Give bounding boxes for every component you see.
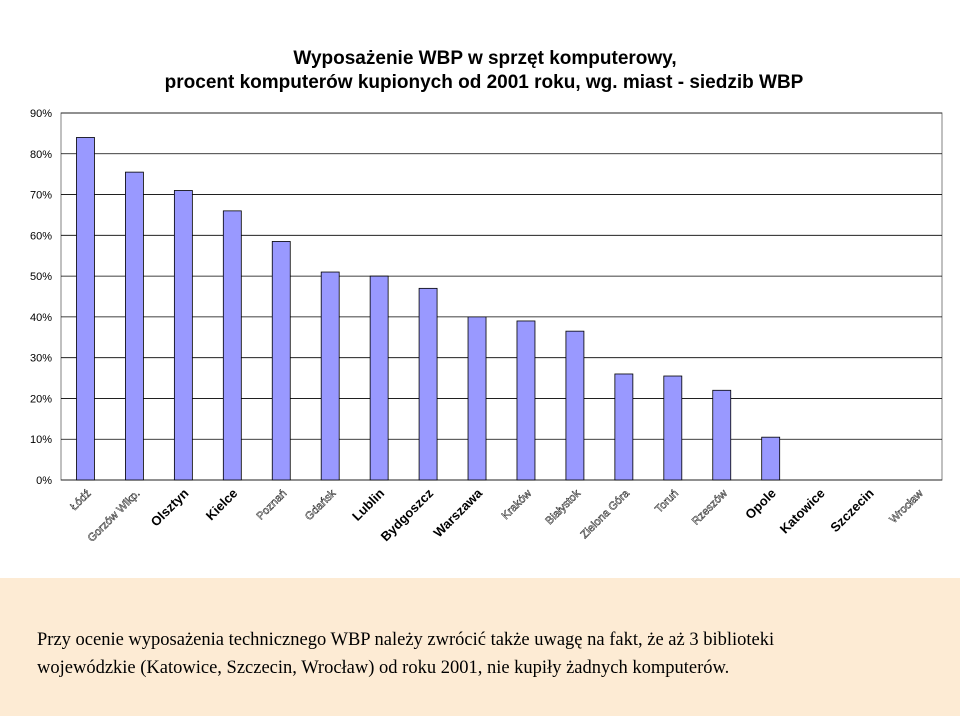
y-tick-label: 40% bbox=[30, 312, 52, 324]
bar bbox=[565, 330, 585, 481]
gridlines bbox=[61, 112, 942, 481]
plot-area bbox=[60, 112, 943, 481]
y-tick-label: 60% bbox=[30, 230, 52, 242]
bar bbox=[173, 190, 193, 481]
bar bbox=[418, 287, 438, 481]
y-tick-label: 20% bbox=[30, 393, 52, 405]
y-axis-ticks: 0% 10% 20% 30% 40% 50% 60% 70% 80% 90% bbox=[30, 108, 52, 487]
caption-box bbox=[0, 578, 960, 716]
x-tick-label: Warszawa bbox=[430, 485, 485, 540]
chart-title-line-2: procent komputerów kupionych od 2001 rok… bbox=[165, 72, 804, 93]
y-tick-label: 10% bbox=[30, 434, 52, 446]
x-tick-label: Rzeszów bbox=[690, 488, 730, 528]
x-tick-label: Katowice bbox=[777, 486, 828, 537]
bar bbox=[712, 389, 732, 481]
x-tick-label: Olsztyn bbox=[148, 485, 192, 529]
bars bbox=[76, 137, 781, 481]
caption-line-2: wojewódzkie (Katowice, Szczecin, Wrocław… bbox=[37, 658, 730, 678]
x-tick-label: Opole bbox=[742, 486, 779, 523]
x-tick-label: Toruń bbox=[653, 488, 681, 516]
bar bbox=[761, 436, 781, 481]
x-tick-label: Białystok bbox=[543, 487, 583, 527]
y-tick-label: 70% bbox=[30, 190, 52, 202]
x-tick-label: Zielona Góra bbox=[579, 487, 633, 541]
x-tick-label: Wrocław bbox=[887, 488, 925, 526]
x-tick-label: Kielce bbox=[203, 486, 241, 524]
y-tick-label: 0% bbox=[36, 475, 52, 487]
bar bbox=[320, 271, 340, 481]
x-tick-label: Łódź bbox=[68, 488, 93, 513]
bar bbox=[222, 210, 242, 481]
caption: Przy ocenie wyposażenia technicznego WBP… bbox=[37, 626, 937, 682]
x-tick-label: Kraków bbox=[500, 488, 534, 522]
bar bbox=[467, 316, 487, 481]
bar bbox=[125, 171, 144, 481]
x-tick-label: Gdańsk bbox=[303, 487, 339, 523]
x-tick-label: Lublin bbox=[349, 485, 387, 523]
y-tick-label: 30% bbox=[30, 353, 52, 365]
x-tick-label: Bydgoszcz bbox=[378, 485, 437, 544]
bar bbox=[663, 375, 683, 481]
bar bbox=[271, 241, 291, 481]
y-tick-label: 90% bbox=[30, 108, 52, 120]
bar-chart: 0% 10% 20% 30% 40% 50% 60% 70% 80% 90% ŁódźGorzów… bbox=[30, 48, 943, 545]
x-tick-label: Poznań bbox=[255, 488, 290, 523]
x-tick-label: Szczecin bbox=[827, 485, 876, 534]
y-tick-label: 50% bbox=[30, 271, 52, 283]
y-tick-label: 80% bbox=[30, 149, 52, 161]
chart-title-line-1: Wyposażenie WBP w sprzęt komputerowy, bbox=[293, 48, 676, 69]
bar bbox=[76, 137, 95, 481]
bar bbox=[369, 275, 389, 481]
caption-line-1: Przy ocenie wyposażenia technicznego WBP… bbox=[37, 630, 775, 650]
bar bbox=[516, 320, 536, 481]
bar bbox=[614, 373, 634, 481]
x-tick-label: Gorzów Wlkp. bbox=[86, 488, 143, 545]
